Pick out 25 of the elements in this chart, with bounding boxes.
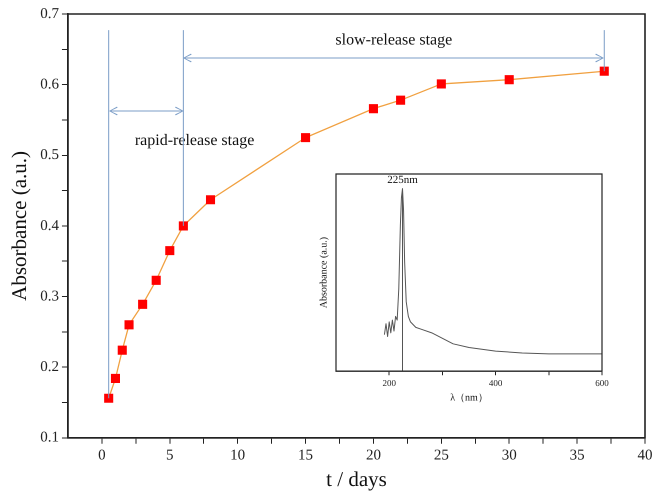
x-tick-label: 20 (366, 448, 381, 464)
ref-line-label: 225nm (387, 174, 418, 186)
annotation: slow-release stage (335, 32, 452, 49)
y-tick-label: 0.2 (40, 359, 59, 376)
y-tick-label: 0.4 (40, 218, 60, 234)
x-axis-title: t / days (326, 466, 387, 491)
x-tick-label: 15 (298, 448, 314, 464)
y-tick-label: 0.5 (40, 147, 59, 164)
x-tick-label: 400 (488, 378, 503, 388)
x-tick-label: 25 (434, 448, 449, 464)
x-axis-title: λ（nm） (450, 392, 488, 404)
y-tick-label: 0.6 (40, 76, 60, 93)
y-tick-label: 0.7 (40, 6, 60, 22)
x-tick-label: 200 (382, 378, 396, 388)
x-tick-label: 40 (638, 448, 652, 464)
x-tick-label: 600 (595, 378, 610, 388)
x-tick-label: 5 (166, 448, 174, 464)
y-axis-title: Absorbance (a.u.) (318, 236, 330, 308)
x-tick-label: 35 (570, 448, 585, 464)
y-axis-title: Absorbance (a.u.) (7, 150, 32, 301)
x-tick-label: 0 (98, 448, 106, 464)
y-tick-label: 0.3 (40, 288, 59, 304)
y-tick-label: 0.1 (40, 430, 59, 446)
x-tick-label: 10 (230, 448, 246, 464)
x-tick-label: 30 (502, 448, 517, 464)
